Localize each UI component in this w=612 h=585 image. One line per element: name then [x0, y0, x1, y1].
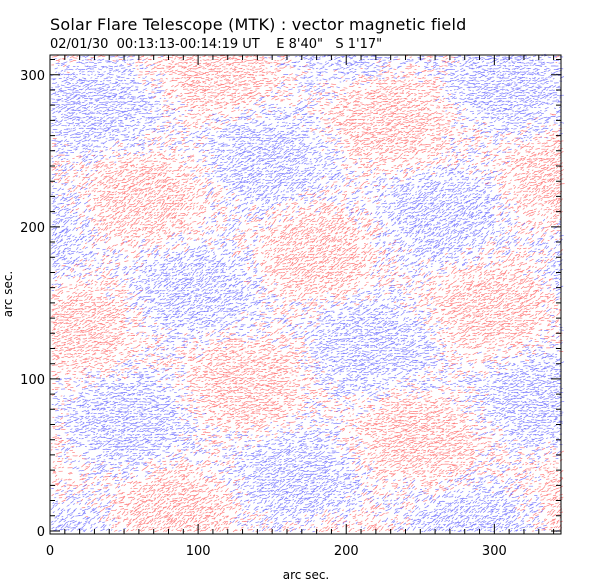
x-axis-label: arc sec. — [283, 568, 329, 582]
positive-field-vectors — [50, 54, 565, 533]
x-axis: 0 100 200 300 — [46, 55, 507, 559]
x-tick-label: 0 — [46, 544, 54, 559]
observation-date: 02/01/30 — [50, 37, 109, 52]
plot-frame — [49, 54, 562, 535]
y-axis-label: arc sec. — [1, 271, 15, 317]
plot-title: Solar Flare Telescope (MTK) : vector mag… — [50, 15, 467, 34]
x-tick-label: 300 — [482, 544, 507, 559]
vector-field-layer — [50, 53, 565, 533]
plot-subtitle: 02/01/30 00:13:13-00:14:19 UT E 8'40" S … — [50, 37, 382, 52]
position-east-west: E 8'40" — [276, 37, 323, 52]
y-tick-label: 100 — [20, 373, 45, 388]
x-tick-label: 100 — [186, 544, 211, 559]
observation-time-range: 00:13:13-00:14:19 UT — [116, 37, 260, 52]
minor-tick-marks — [50, 55, 561, 534]
y-axis: 0 100 200 300 — [20, 69, 561, 540]
y-tick-label: 0 — [37, 525, 45, 540]
y-tick-label: 300 — [20, 69, 45, 84]
negative-field-vectors — [50, 53, 565, 533]
x-tick-label: 200 — [334, 544, 359, 559]
y-tick-label: 200 — [20, 221, 45, 236]
axis-minor-ticks — [50, 55, 561, 534]
position-north-south: S 1'17" — [335, 37, 383, 52]
